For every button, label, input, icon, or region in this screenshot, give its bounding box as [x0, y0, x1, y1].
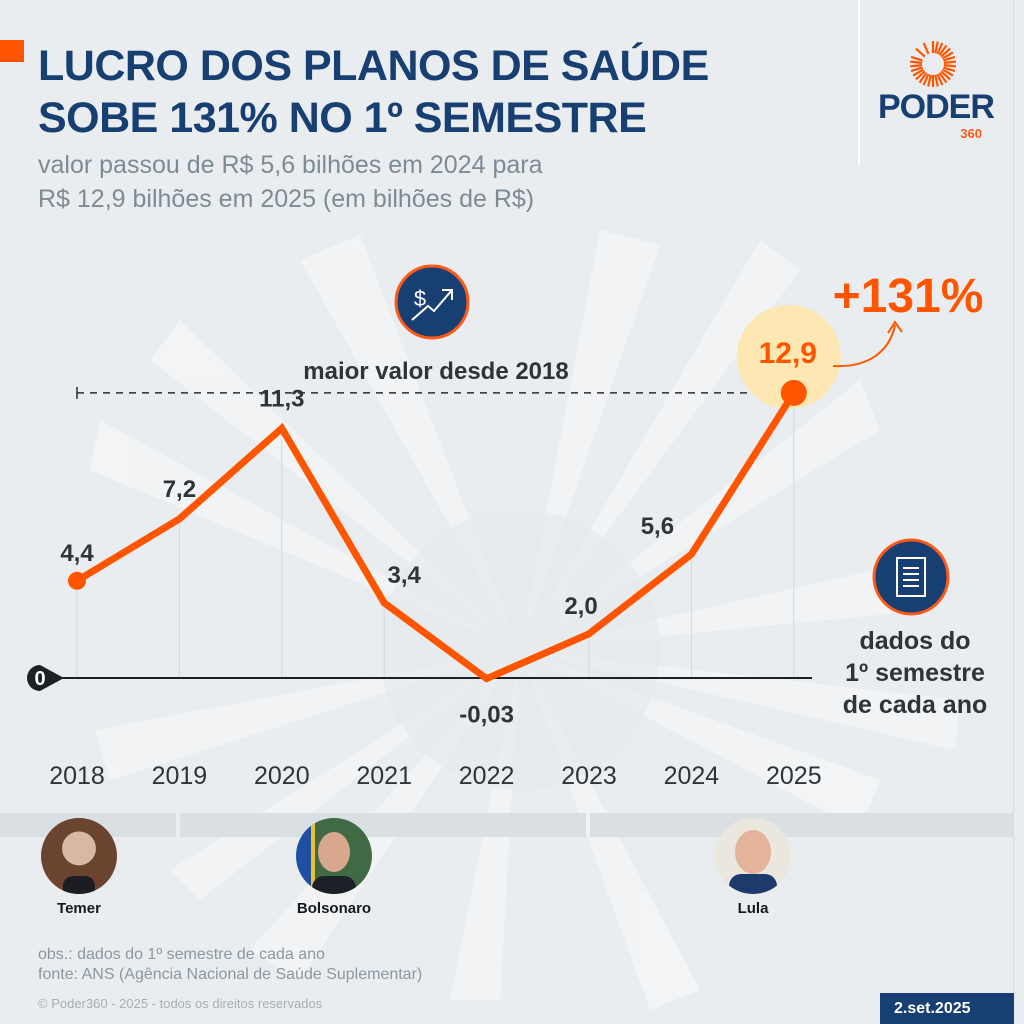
line-chart: maior valor desde 2018 0 4,4 7,2 11,3 3,4 -0…	[27, 264, 984, 790]
accent-mark	[0, 40, 24, 62]
copyright: © Poder360 - 2025 - todos os direitos re…	[38, 996, 323, 1011]
title-line-1: LUCRO DOS PLANOS DE SAÚDE	[38, 42, 709, 90]
sun-ray	[910, 66, 923, 73]
svg-text:$: $	[414, 286, 426, 311]
president-name: Temer	[57, 900, 101, 917]
right-border	[1013, 0, 1014, 1024]
publish-date: 2.set.2025	[880, 993, 1014, 1024]
avatar	[41, 818, 117, 894]
sun-ray	[910, 60, 923, 64]
president-temer: Temer	[19, 818, 139, 917]
avatar	[715, 818, 791, 894]
subtitle-line-2: R$ 12,9 bilhões em 2025 (em bilhões de R…	[38, 185, 535, 213]
footnote-source: fonte: ANS (Agência Nacional de Saúde Su…	[38, 966, 423, 983]
sun-ray	[943, 64, 956, 68]
sun-ray	[940, 47, 951, 58]
subtitle: valor passou de R$ 5,6 bilhões em 2024 p…	[38, 148, 543, 216]
sun-ray	[922, 73, 930, 86]
page-title: LUCRO DOS PLANOS DE SAÚDE SOBE 131% NO 1…	[38, 40, 709, 144]
dollar-trend-up-icon: $	[394, 264, 470, 340]
logo-name: PODER	[878, 88, 995, 126]
x-tick-label: 2024	[664, 762, 720, 790]
president-name: Bolsonaro	[296, 900, 372, 917]
grid-lines	[76, 392, 795, 678]
data-label: 12,9	[759, 337, 817, 370]
data-label: 2,0	[564, 593, 597, 620]
note-line-2: 1º semestre	[845, 659, 985, 687]
sun-ray	[910, 55, 923, 62]
x-tick-label: 2025	[766, 762, 822, 790]
header-divider	[858, 0, 860, 166]
sun-ray	[936, 42, 944, 55]
sun-ray	[943, 66, 956, 73]
sun-ray	[936, 73, 944, 86]
highlight-circle	[736, 304, 841, 409]
sun-ray	[912, 68, 925, 77]
logo-number: 360	[960, 126, 982, 141]
x-tick-label: 2023	[561, 762, 617, 790]
data-label: 3,4	[388, 562, 422, 589]
data-label: 4,4	[60, 540, 94, 567]
growth-label: +131%	[833, 270, 984, 323]
x-tick-label: 2022	[459, 762, 515, 790]
sun-ray	[941, 68, 954, 77]
footnote-obs: obs.: dados do 1º semestre de cada ano	[38, 946, 325, 963]
title-line-2: SOBE 131% NO 1º SEMESTRE	[38, 94, 647, 142]
sun-ray	[940, 70, 951, 81]
reference-line-label: maior valor desde 2018	[303, 358, 568, 385]
growth-arrow-icon	[832, 320, 903, 368]
x-tick-label: 2018	[49, 762, 105, 790]
data-note: dados do 1º semestre de cada ano	[830, 625, 1000, 721]
zero-pin-shape	[27, 665, 64, 691]
president-lula: Lula	[693, 818, 813, 917]
document-icon	[872, 538, 950, 616]
sun-ray	[938, 72, 948, 84]
zero-axis-label: 0	[34, 668, 45, 690]
sun-ray	[934, 74, 939, 87]
x-tick-label: 2019	[152, 762, 208, 790]
president-bolsonaro: Bolsonaro	[274, 818, 394, 917]
data-label: 7,2	[163, 476, 196, 503]
sun-ray	[943, 55, 956, 62]
sun-rays-icon	[910, 41, 956, 87]
avatar	[296, 818, 372, 894]
subtitle-line-1: valor passou de R$ 5,6 bilhões em 2024 p…	[38, 151, 543, 179]
series-line	[75, 391, 797, 683]
sun-ray	[941, 51, 954, 60]
sun-ray	[938, 44, 948, 56]
start-point	[68, 571, 86, 590]
x-tick-label: 2020	[254, 762, 310, 790]
note-line-3: de cada ano	[842, 691, 988, 719]
end-point	[780, 379, 807, 406]
poder360-logo[interactable]: PODER 360	[878, 38, 995, 148]
data-label: 5,6	[641, 513, 674, 540]
zero-axis-marker: 0	[27, 665, 64, 691]
sun-ray	[922, 42, 930, 55]
sun-ray	[918, 72, 928, 84]
president-name: Lula	[737, 900, 769, 917]
data-label: -0,03	[459, 702, 514, 729]
note-line-1: dados do	[859, 627, 971, 655]
sun-ray	[927, 74, 932, 87]
band-lula	[590, 813, 1013, 837]
sun-ray	[943, 60, 956, 64]
sun-ray	[934, 41, 939, 54]
band-bolsonaro	[180, 813, 586, 837]
data-label: 11,3	[259, 385, 304, 412]
sun-ray	[910, 64, 923, 68]
sun-ray	[915, 47, 926, 58]
sun-ray	[915, 70, 926, 81]
x-tick-label: 2021	[356, 762, 412, 790]
